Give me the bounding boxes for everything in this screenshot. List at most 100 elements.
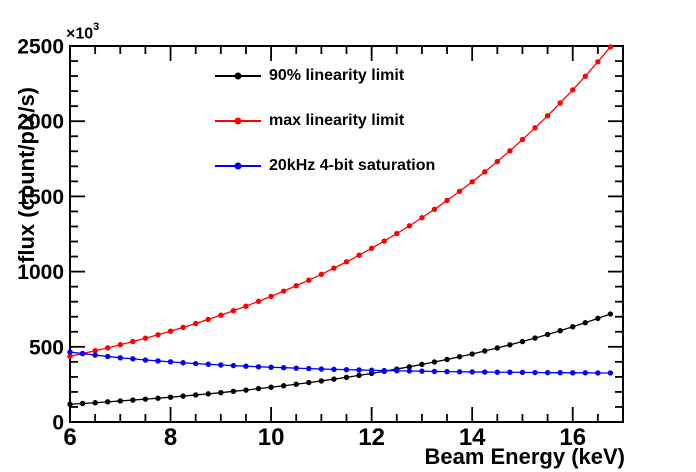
series-marker-1 [293,283,299,289]
series-marker-1 [356,252,362,258]
y-tick-label: 500 [29,336,64,359]
series-marker-0 [318,378,325,384]
y-tick-label: 1500 [17,186,64,209]
series-marker-2 [343,366,350,373]
series-marker-2 [519,369,526,376]
series-marker-0 [570,324,576,330]
legend-item-20khz-saturation: 20kHz 4-bit saturation [215,156,435,176]
series-marker-2 [67,349,73,355]
series-marker-2 [243,363,249,369]
legend-label-90pct-linearity: 90% linearity limit [269,67,405,84]
series-marker-0 [356,372,362,379]
series-marker-1 [419,215,425,221]
series-marker-1 [431,206,438,213]
series-marker-2 [444,368,450,375]
series-marker-2 [318,366,325,372]
series-marker-0 [343,374,350,381]
y-axis-title: flux (count/pix/s) [14,87,39,263]
series-marker-0 [331,376,337,382]
series-marker-1 [482,169,488,175]
series-marker-2 [431,368,438,375]
series-marker-0 [306,379,312,386]
series-marker-1 [544,113,551,119]
series-marker-2 [192,360,199,367]
series-marker-1 [469,179,475,185]
series-marker-2 [293,365,299,371]
series-marker-1 [205,316,211,323]
series-marker-2 [394,368,400,374]
series-marker-0 [192,392,199,398]
y-axis-exponent-label: ×103 [66,21,100,42]
legend-label-max-linearity: max linearity limit [269,112,405,129]
series-marker-1 [507,148,513,154]
series-marker-1 [494,158,501,165]
series-marker-1 [192,320,199,327]
series-marker-2 [368,367,375,373]
x-tick-label: 12 [358,424,385,451]
series-marker-1 [456,188,463,194]
series-marker-1 [117,341,123,348]
series-marker-1 [268,293,274,300]
series-marker-2 [255,364,262,370]
series-marker-2 [582,370,588,376]
series-marker-0 [557,328,563,334]
series-marker-0 [79,400,86,407]
series-marker-1 [368,245,375,251]
series-marker-0 [268,384,274,390]
series-marker-2 [419,368,425,374]
series-marker-2 [280,365,287,371]
series-marker-1 [519,136,526,143]
series-marker-2 [155,358,161,364]
series-marker-2 [406,368,413,374]
series-marker-0 [532,335,538,341]
series-marker-2 [356,367,362,373]
series-marker-2 [117,355,123,361]
legend-sample-blue [215,156,261,176]
series-marker-2 [570,370,576,376]
series-marker-2 [607,370,614,376]
y-tick-label: 1000 [17,261,64,284]
series-marker-2 [532,369,538,376]
y-exponent-power: 3 [93,21,100,33]
series-marker-0 [105,399,111,405]
series-marker-2 [92,352,98,358]
series-marker-1 [105,345,111,351]
series-marker-2 [130,356,136,362]
plot-frame [69,45,624,423]
legend-label-20khz-saturation: 20kHz 4-bit saturation [269,157,436,174]
legend-item-90pct-linearity: 90% linearity limit [215,66,435,86]
series-marker-1 [406,223,413,229]
series-marker-1 [381,238,387,244]
series-marker-2 [205,361,211,367]
x-tick-label: 6 [63,424,76,451]
series-marker-1 [155,332,161,338]
series-marker-0 [456,354,463,360]
series-marker-2 [507,369,513,375]
series-marker-2 [218,362,224,368]
series-marker-0 [230,388,237,395]
series-marker-0 [155,395,161,401]
series-marker-0 [507,342,513,348]
series-marker-0 [519,338,526,345]
series-marker-2 [544,369,551,376]
y-tick-label: 0 [52,412,64,435]
series-marker-1 [595,59,601,65]
series-marker-1 [343,259,350,265]
series-marker-2 [595,370,601,376]
legend-item-max-linearity: max linearity limit [215,111,435,131]
legend-sample-black [215,66,261,86]
series-marker-0 [218,389,224,396]
series-marker-1 [394,230,400,237]
series-marker-2 [167,359,174,365]
series-marker-0 [431,359,438,365]
y-tick-label: 2500 [17,36,64,59]
series-marker-1 [570,87,576,93]
series-marker-0 [444,356,450,363]
series-marker-1 [306,277,312,283]
series-marker-0 [67,401,73,407]
series-line-0 [69,313,611,405]
series-marker-0 [142,396,149,402]
series-marker-0 [130,397,136,403]
